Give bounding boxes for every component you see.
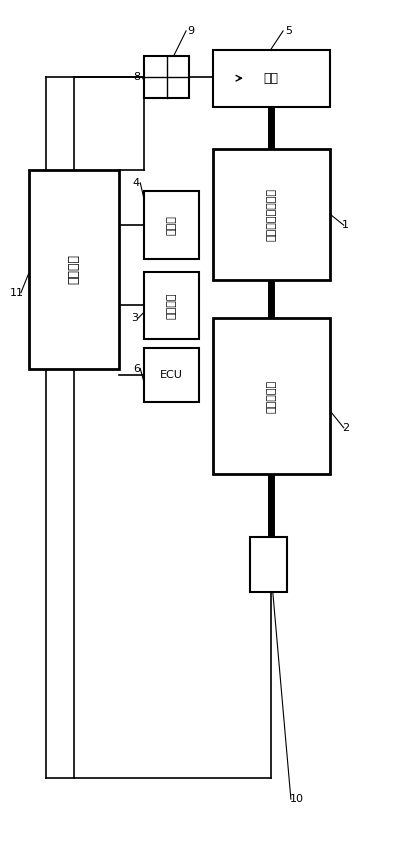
Text: 启动电瀑: 启动电瀑: [167, 292, 177, 318]
Text: 10: 10: [290, 794, 304, 804]
FancyBboxPatch shape: [144, 191, 199, 259]
FancyBboxPatch shape: [29, 170, 119, 368]
FancyBboxPatch shape: [144, 272, 199, 339]
Text: 5: 5: [285, 26, 292, 36]
Text: 电控制器: 电控制器: [67, 254, 80, 285]
Text: 柴油发动机: 柴油发动机: [266, 379, 276, 412]
Text: 气罐: 气罐: [264, 72, 279, 85]
Text: 8: 8: [133, 72, 140, 82]
Text: 3: 3: [131, 313, 138, 323]
Text: 11: 11: [10, 288, 24, 297]
FancyBboxPatch shape: [213, 49, 330, 107]
FancyBboxPatch shape: [213, 318, 330, 474]
Text: 进气阀: 进气阀: [167, 215, 177, 235]
Text: 6: 6: [133, 363, 140, 374]
Text: 2: 2: [342, 423, 349, 433]
FancyBboxPatch shape: [144, 56, 189, 98]
Text: 4: 4: [133, 178, 140, 188]
Text: 螺杆式空气压缩机: 螺杆式空气压缩机: [266, 188, 276, 241]
FancyBboxPatch shape: [250, 538, 287, 592]
Text: 9: 9: [188, 26, 195, 36]
FancyBboxPatch shape: [213, 149, 330, 280]
Text: 1: 1: [342, 220, 349, 230]
Text: ECU: ECU: [160, 370, 183, 380]
FancyBboxPatch shape: [144, 347, 199, 402]
